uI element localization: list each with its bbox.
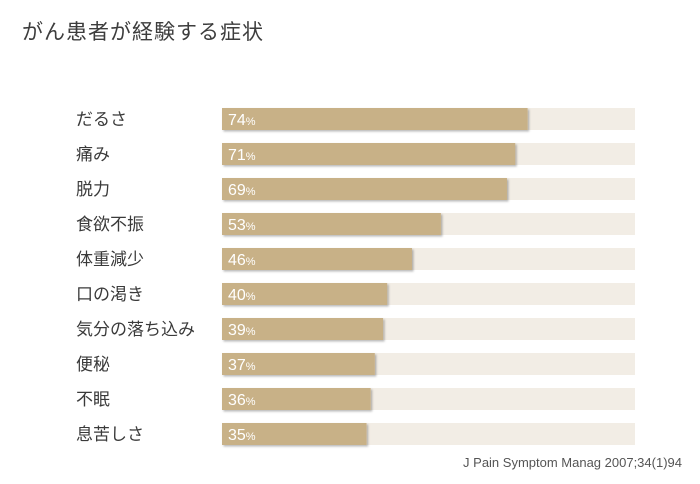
value-number: 71 — [228, 147, 246, 164]
value-label: 39% — [228, 322, 256, 339]
category-label: 息苦しさ — [76, 425, 144, 445]
value-unit: % — [246, 256, 256, 268]
category-label: 食欲不振 — [76, 215, 144, 235]
bar-row: 息苦しさ 35% — [76, 423, 635, 445]
value-unit: % — [246, 186, 256, 198]
bar — [222, 283, 388, 305]
bar-row: 不眠 36% — [76, 388, 635, 410]
value-unit: % — [246, 151, 256, 163]
value-number: 35 — [228, 427, 246, 444]
category-label: 口の渇き — [76, 285, 144, 305]
value-unit: % — [246, 116, 256, 128]
bar — [222, 248, 412, 270]
value-unit: % — [246, 291, 256, 303]
value-label: 35% — [228, 427, 256, 444]
value-unit: % — [246, 431, 256, 443]
bar — [222, 318, 384, 340]
value-label: 46% — [228, 252, 256, 269]
chart-title: がん患者が経験する症状 — [22, 20, 264, 44]
bar-row: 気分の落ち込み 39% — [76, 318, 635, 340]
bar-row: 脱力 69% — [76, 178, 635, 200]
value-number: 37 — [228, 357, 246, 374]
bar — [222, 143, 516, 165]
bar — [222, 213, 441, 235]
value-number: 69 — [228, 182, 246, 199]
category-label: だるさ — [76, 110, 127, 130]
value-number: 53 — [228, 217, 246, 234]
value-unit: % — [246, 221, 256, 233]
value-number: 40 — [228, 287, 246, 304]
source-citation: J Pain Symptom Manag 2007;34(1)94 — [463, 455, 682, 470]
value-label: 37% — [228, 357, 256, 374]
category-label: 痛み — [76, 145, 110, 165]
value-unit: % — [246, 326, 256, 338]
value-label: 71% — [228, 147, 256, 164]
category-label: 脱力 — [76, 180, 110, 200]
bar-row: 口の渇き 40% — [76, 283, 635, 305]
value-number: 46 — [228, 252, 246, 269]
bar-row: 便秘 37% — [76, 353, 635, 375]
category-label: 便秘 — [76, 355, 110, 375]
value-unit: % — [246, 361, 256, 373]
value-label: 36% — [228, 392, 256, 409]
bar-row: 体重減少 46% — [76, 248, 635, 270]
value-unit: % — [246, 396, 256, 408]
bar-row: だるさ 74% — [76, 108, 635, 130]
category-label: 気分の落ち込み — [76, 320, 195, 340]
value-label: 53% — [228, 217, 256, 234]
bar-row: 食欲不振 53% — [76, 213, 635, 235]
category-label: 不眠 — [76, 390, 110, 410]
bar — [222, 388, 371, 410]
bar — [222, 353, 375, 375]
chart-rows: だるさ 74%痛み 71%脱力 69%食欲不振 53%体重減少 46%口の渇き 40%気分の… — [76, 108, 635, 445]
bar — [222, 108, 528, 130]
value-number: 74 — [228, 112, 246, 129]
value-number: 36 — [228, 392, 246, 409]
bar — [222, 423, 367, 445]
category-label: 体重減少 — [76, 250, 144, 270]
value-label: 69% — [228, 182, 256, 199]
value-number: 39 — [228, 322, 246, 339]
bar — [222, 178, 507, 200]
value-label: 74% — [228, 112, 256, 129]
value-label: 40% — [228, 287, 256, 304]
bar-row: 痛み 71% — [76, 143, 635, 165]
